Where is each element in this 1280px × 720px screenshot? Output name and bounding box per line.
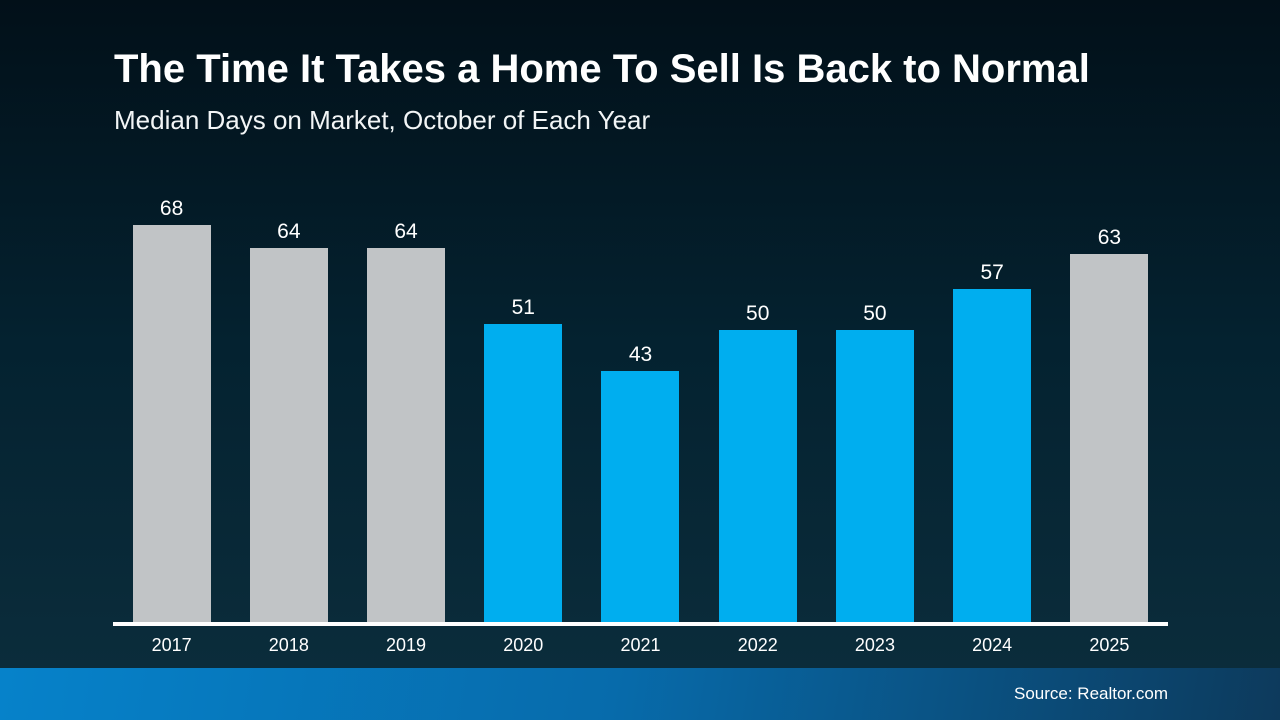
bar-chart: 68 64 64 51 43 50 50 57 63 2017 2018 2019 2020 2021 2… [113,192,1168,657]
bar-2021 [601,371,680,622]
x-tick-label-2023: 2023 [854,635,895,655]
x-tick-label-2019: 2019 [386,635,427,655]
bars-row: 68 64 64 51 43 50 50 57 63 [113,192,1168,622]
x-tick-label-2017: 2017 [151,635,192,655]
bar-column-2017: 68 [113,198,230,622]
bar-value-label: 43 [628,343,653,366]
bar-value-label: 63 [1097,226,1122,249]
bar-value-label: 68 [159,197,184,220]
bar-column-2018: 64 [230,221,347,622]
bar-2019 [367,248,446,622]
x-tick-label-2020: 2020 [503,635,544,655]
bar-column-2022: 50 [699,303,816,622]
x-tick-label-2025: 2025 [1089,635,1130,655]
x-tick-label-2024: 2024 [972,635,1013,655]
bar-column-2024: 57 [934,262,1051,622]
bar-column-2021: 43 [582,344,699,622]
years-row: 2017 2018 2019 2020 2021 2022 2023 2024 2025 [113,626,1168,657]
bar-2018 [249,248,328,622]
footer-bar: Source: Realtor.com [0,668,1280,720]
bar-2020 [484,324,563,622]
x-tick-label-2022: 2022 [737,635,778,655]
page-subtitle: Median Days on Market, October of Each Y… [114,105,651,135]
x-tick-label-2018: 2018 [268,635,309,655]
bar-2023 [835,330,914,622]
bar-2022 [718,330,797,622]
page-title: The Time It Takes a Home To Sell Is Back… [114,47,1090,91]
bar-value-label: 64 [394,220,418,243]
bar-value-label: 57 [980,261,1004,284]
bar-value-label: 51 [511,296,535,319]
source-attribution: Source: Realtor.com [1013,684,1168,703]
bar-2024 [953,289,1032,622]
x-axis-line [113,622,1168,626]
bar-value-label: 50 [746,302,770,325]
bar-column-2020: 51 [465,297,582,622]
bar-value-label: 64 [277,220,301,243]
bar-column-2025: 63 [1051,227,1168,622]
bar-value-label: 50 [863,302,887,325]
x-tick-label-2021: 2021 [620,635,661,655]
bar-column-2023: 50 [816,303,933,622]
bar-2017 [132,225,211,622]
bar-column-2019: 64 [347,221,464,622]
bar-2025 [1070,254,1149,622]
